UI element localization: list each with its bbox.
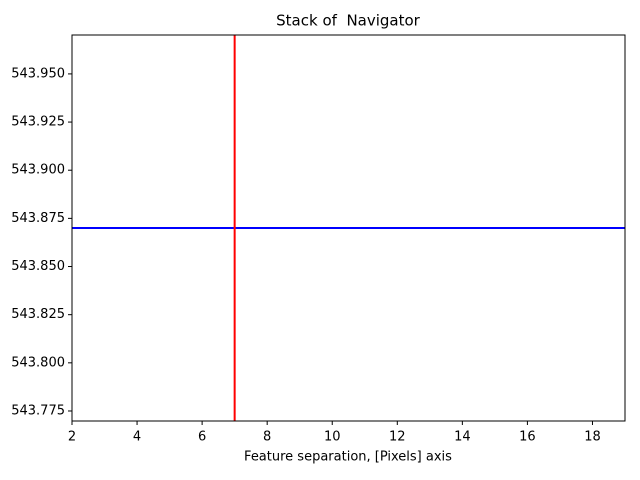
x-tick-label: 12 bbox=[389, 430, 406, 445]
x-tick-label: 8 bbox=[263, 430, 271, 445]
y-tick-label: 543.950 bbox=[11, 66, 65, 81]
x-tick-label: 16 bbox=[519, 430, 536, 445]
x-tick-label: 2 bbox=[68, 430, 76, 445]
y-tick-label: 543.825 bbox=[11, 307, 65, 322]
x-tick-label: 18 bbox=[584, 430, 601, 445]
y-tick-label: 543.900 bbox=[11, 163, 65, 178]
x-tick-label: 4 bbox=[133, 430, 141, 445]
y-tick-label: 543.925 bbox=[11, 115, 65, 130]
chart-title: Stack of Navigator bbox=[276, 12, 421, 30]
y-tick-label: 543.800 bbox=[11, 355, 65, 370]
y-tick-label: 543.850 bbox=[11, 259, 65, 274]
plot-frame bbox=[71, 34, 626, 422]
x-tick-label: 6 bbox=[198, 430, 206, 445]
x-tick-label: 10 bbox=[324, 430, 341, 445]
y-tick-label: 543.875 bbox=[11, 211, 65, 226]
y-tick-label: 543.775 bbox=[11, 403, 65, 418]
x-tick-label: 14 bbox=[454, 430, 471, 445]
x-axis-label: Feature separation, [Pixels] axis bbox=[244, 450, 452, 465]
